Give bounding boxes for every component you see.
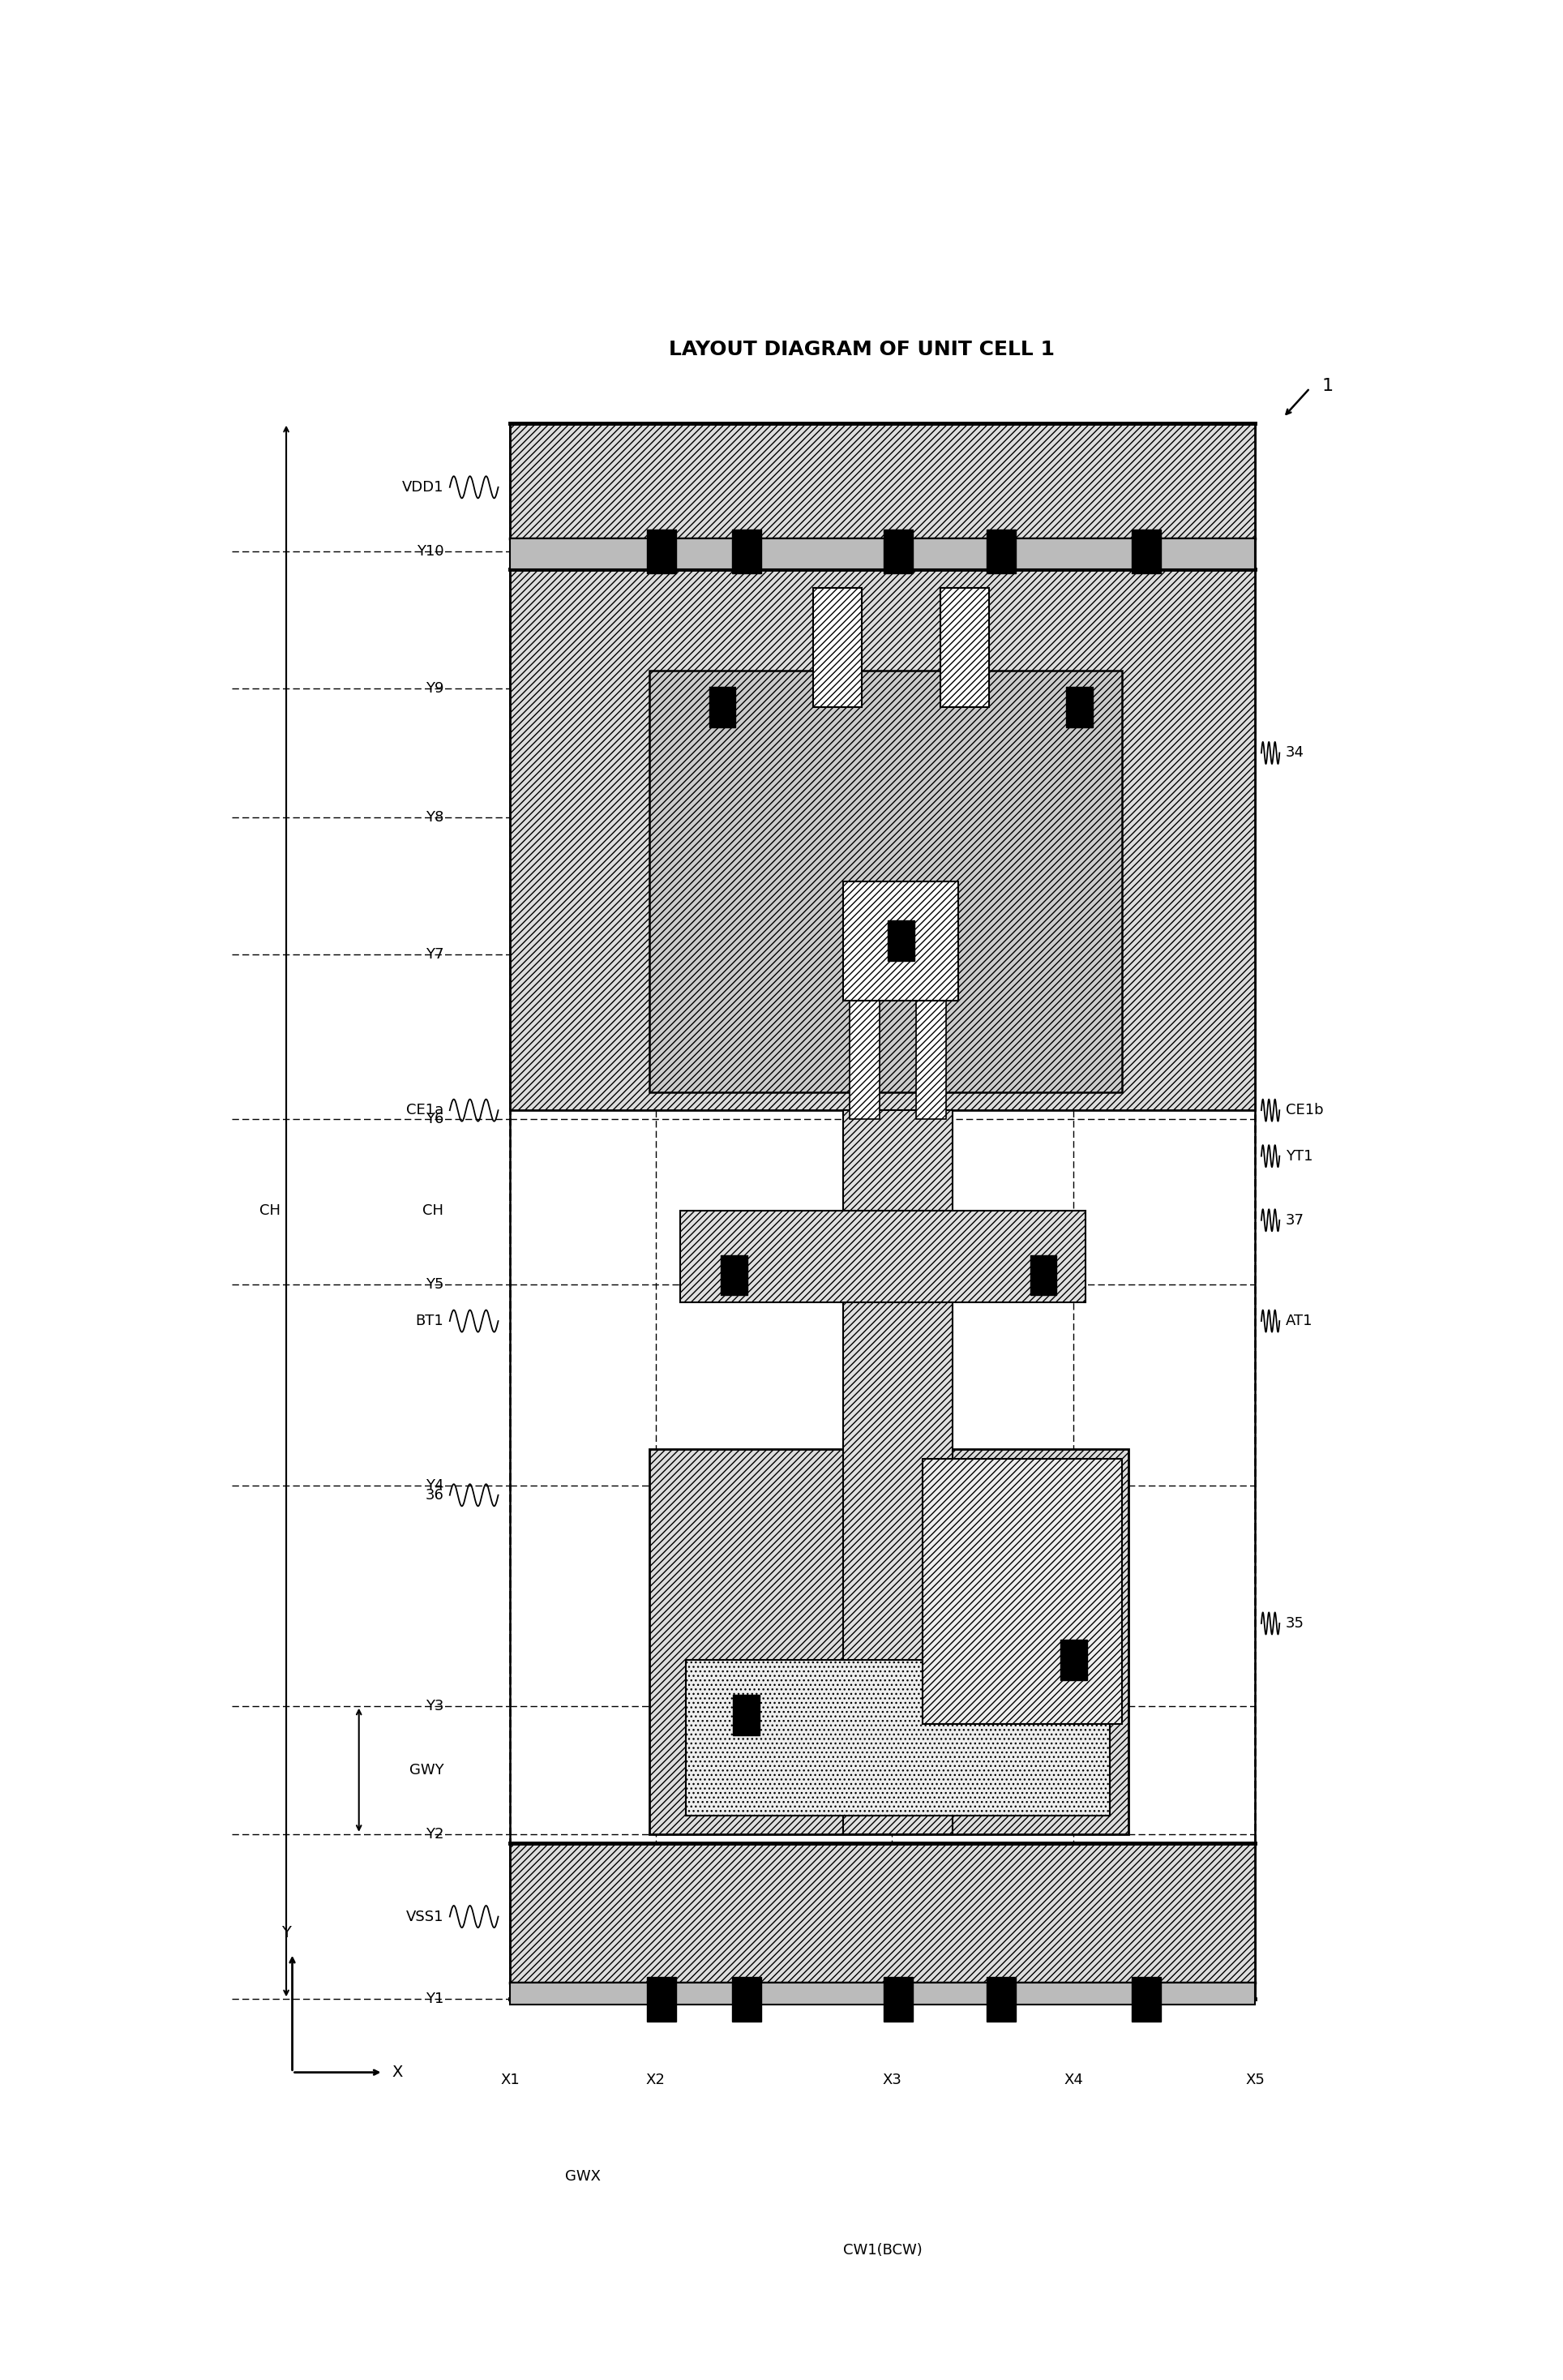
Bar — [844, 881, 958, 1000]
Text: 35: 35 — [1285, 1616, 1304, 1630]
Bar — [888, 921, 914, 962]
Bar — [844, 1109, 952, 1835]
Text: X3: X3 — [882, 2073, 902, 2087]
Bar — [733, 1695, 760, 1735]
Text: X5: X5 — [1246, 2073, 1264, 2087]
Text: X: X — [392, 2066, 402, 2080]
Bar — [721, 1254, 747, 1295]
Text: Y6: Y6 — [425, 1111, 444, 1126]
Text: GWX: GWX — [566, 2171, 600, 2185]
Text: Y5: Y5 — [425, 1278, 444, 1292]
Text: Y2: Y2 — [425, 1828, 444, 1842]
Text: X4: X4 — [1064, 2073, 1083, 2087]
Bar — [647, 528, 677, 574]
Bar — [510, 424, 1255, 569]
Text: Y10: Y10 — [416, 545, 444, 559]
Bar — [1066, 688, 1093, 728]
Bar — [986, 528, 1016, 574]
Bar — [647, 1978, 677, 2021]
Text: Y3: Y3 — [425, 1699, 444, 1714]
Bar — [510, 424, 1255, 1999]
Bar — [1060, 1640, 1086, 1680]
Bar — [510, 569, 1255, 1109]
Bar — [731, 528, 761, 574]
Text: Y8: Y8 — [425, 809, 444, 823]
Text: Y1: Y1 — [425, 1992, 444, 2006]
Text: CH: CH — [422, 1204, 444, 1219]
Bar — [883, 1978, 913, 2021]
Text: LAYOUT DIAGRAM OF UNIT CELL 1: LAYOUT DIAGRAM OF UNIT CELL 1 — [669, 340, 1055, 359]
Bar — [686, 1661, 1110, 1816]
Text: Y: Y — [281, 1925, 291, 1940]
Bar — [510, 1983, 1255, 2004]
Bar — [650, 671, 1122, 1092]
Text: CE1b: CE1b — [1285, 1102, 1324, 1119]
Bar — [850, 1000, 880, 1119]
Text: Y7: Y7 — [425, 947, 444, 962]
Bar — [510, 424, 1255, 1999]
Text: VSS1: VSS1 — [406, 1909, 444, 1923]
Bar — [1132, 1978, 1161, 2021]
Bar — [922, 1459, 1122, 1723]
Bar — [650, 1449, 1128, 1835]
Bar — [813, 588, 861, 707]
Text: Y4: Y4 — [425, 1478, 444, 1492]
Text: GWY: GWY — [410, 1764, 444, 1778]
Bar — [680, 1211, 1086, 1302]
Bar — [510, 538, 1255, 569]
Bar — [710, 688, 736, 728]
Bar — [510, 1842, 1255, 1999]
Text: VDD1: VDD1 — [402, 481, 444, 495]
Text: 34: 34 — [1285, 745, 1304, 759]
Bar — [1132, 528, 1161, 574]
Text: CW1(BCW): CW1(BCW) — [842, 2242, 922, 2256]
Bar — [883, 528, 913, 574]
Text: X2: X2 — [646, 2073, 666, 2087]
Text: Y9: Y9 — [425, 681, 444, 695]
Text: BT1: BT1 — [416, 1314, 444, 1328]
Bar — [731, 1978, 761, 2021]
Text: 36: 36 — [425, 1488, 444, 1502]
Bar — [986, 1978, 1016, 2021]
Text: 1: 1 — [1322, 378, 1333, 395]
Text: YT1: YT1 — [1285, 1150, 1313, 1164]
Text: CH: CH — [259, 1204, 280, 1219]
Bar — [916, 1000, 947, 1119]
Bar — [941, 588, 989, 707]
Text: CE1a: CE1a — [406, 1102, 444, 1119]
Text: AT1: AT1 — [1285, 1314, 1313, 1328]
Text: 37: 37 — [1285, 1214, 1304, 1228]
Bar — [1030, 1254, 1057, 1295]
Text: X1: X1 — [500, 2073, 520, 2087]
